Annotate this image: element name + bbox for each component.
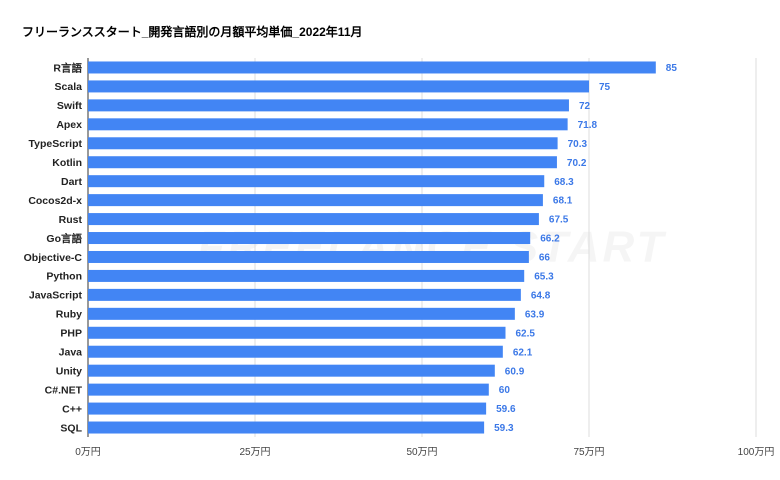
category-label: Ruby: [56, 309, 82, 321]
category-label: Scala: [55, 81, 83, 93]
bar: [88, 194, 543, 207]
category-label: C#.NET: [45, 384, 83, 396]
value-label: 72: [579, 101, 591, 112]
value-label: 62.5: [516, 328, 536, 339]
bar: [88, 307, 515, 320]
value-label: 64.8: [531, 290, 551, 301]
category-label: Swift: [57, 100, 83, 112]
category-label: Kotlin: [52, 157, 82, 169]
category-label: TypeScript: [29, 138, 83, 150]
bar: [88, 118, 568, 131]
value-label: 68.1: [553, 196, 573, 207]
bar: [88, 383, 489, 396]
value-label: 71.8: [578, 120, 598, 131]
value-label: 70.2: [567, 158, 587, 169]
value-label: 66: [539, 253, 551, 264]
value-label: 75: [599, 82, 611, 93]
bar: [88, 402, 487, 415]
bar: [88, 99, 569, 112]
bar: [88, 250, 529, 263]
value-label: 85: [666, 63, 678, 74]
category-label: PHP: [60, 328, 82, 340]
category-label: Dart: [61, 176, 83, 188]
bar: [88, 288, 521, 301]
x-tick-label: 0万円: [75, 447, 101, 458]
bar: [88, 156, 557, 169]
category-label: R言語: [53, 61, 82, 74]
category-label: Unity: [56, 365, 82, 377]
category-label: Go言語: [46, 232, 82, 245]
category-label: SQL: [60, 422, 82, 434]
category-label: Python: [46, 271, 82, 283]
bar: [88, 137, 558, 150]
watermark-text: FREELANCE START: [198, 223, 667, 272]
x-tick-label: 50万円: [406, 447, 437, 458]
value-label: 59.6: [496, 404, 516, 415]
bar: [88, 213, 539, 226]
category-label: Objective-C: [24, 252, 83, 264]
value-label: 62.1: [513, 347, 533, 358]
category-label: Cocos2d-x: [28, 195, 82, 207]
bar: [88, 326, 506, 339]
x-tick-label: 75万円: [573, 447, 604, 458]
category-label: Apex: [56, 119, 82, 131]
value-label: 67.5: [549, 215, 569, 226]
category-label: Java: [59, 347, 83, 359]
value-label: 63.9: [525, 309, 545, 320]
value-label: 68.3: [554, 177, 574, 188]
bar: [88, 345, 503, 358]
bar: [88, 421, 485, 434]
value-label: 59.3: [494, 423, 514, 434]
bar: [88, 364, 495, 377]
category-label: C++: [62, 403, 82, 415]
value-label: 65.3: [534, 272, 554, 283]
x-tick-label: 25万円: [239, 447, 270, 458]
category-label: Rust: [59, 214, 83, 226]
chart-title: フリーランススタート_開発言語別の月額平均単価_2022年11月: [22, 25, 363, 39]
bar: [88, 232, 531, 245]
bar: [88, 269, 525, 282]
x-tick-label: 100万円: [738, 447, 775, 458]
category-label: JavaScript: [29, 290, 83, 302]
bar: [88, 61, 656, 74]
value-label: 60: [499, 385, 511, 396]
value-label: 70.3: [568, 139, 588, 150]
value-label: 60.9: [505, 366, 525, 377]
bar: [88, 80, 589, 93]
bar: [88, 175, 545, 188]
value-label: 66.2: [540, 234, 560, 245]
